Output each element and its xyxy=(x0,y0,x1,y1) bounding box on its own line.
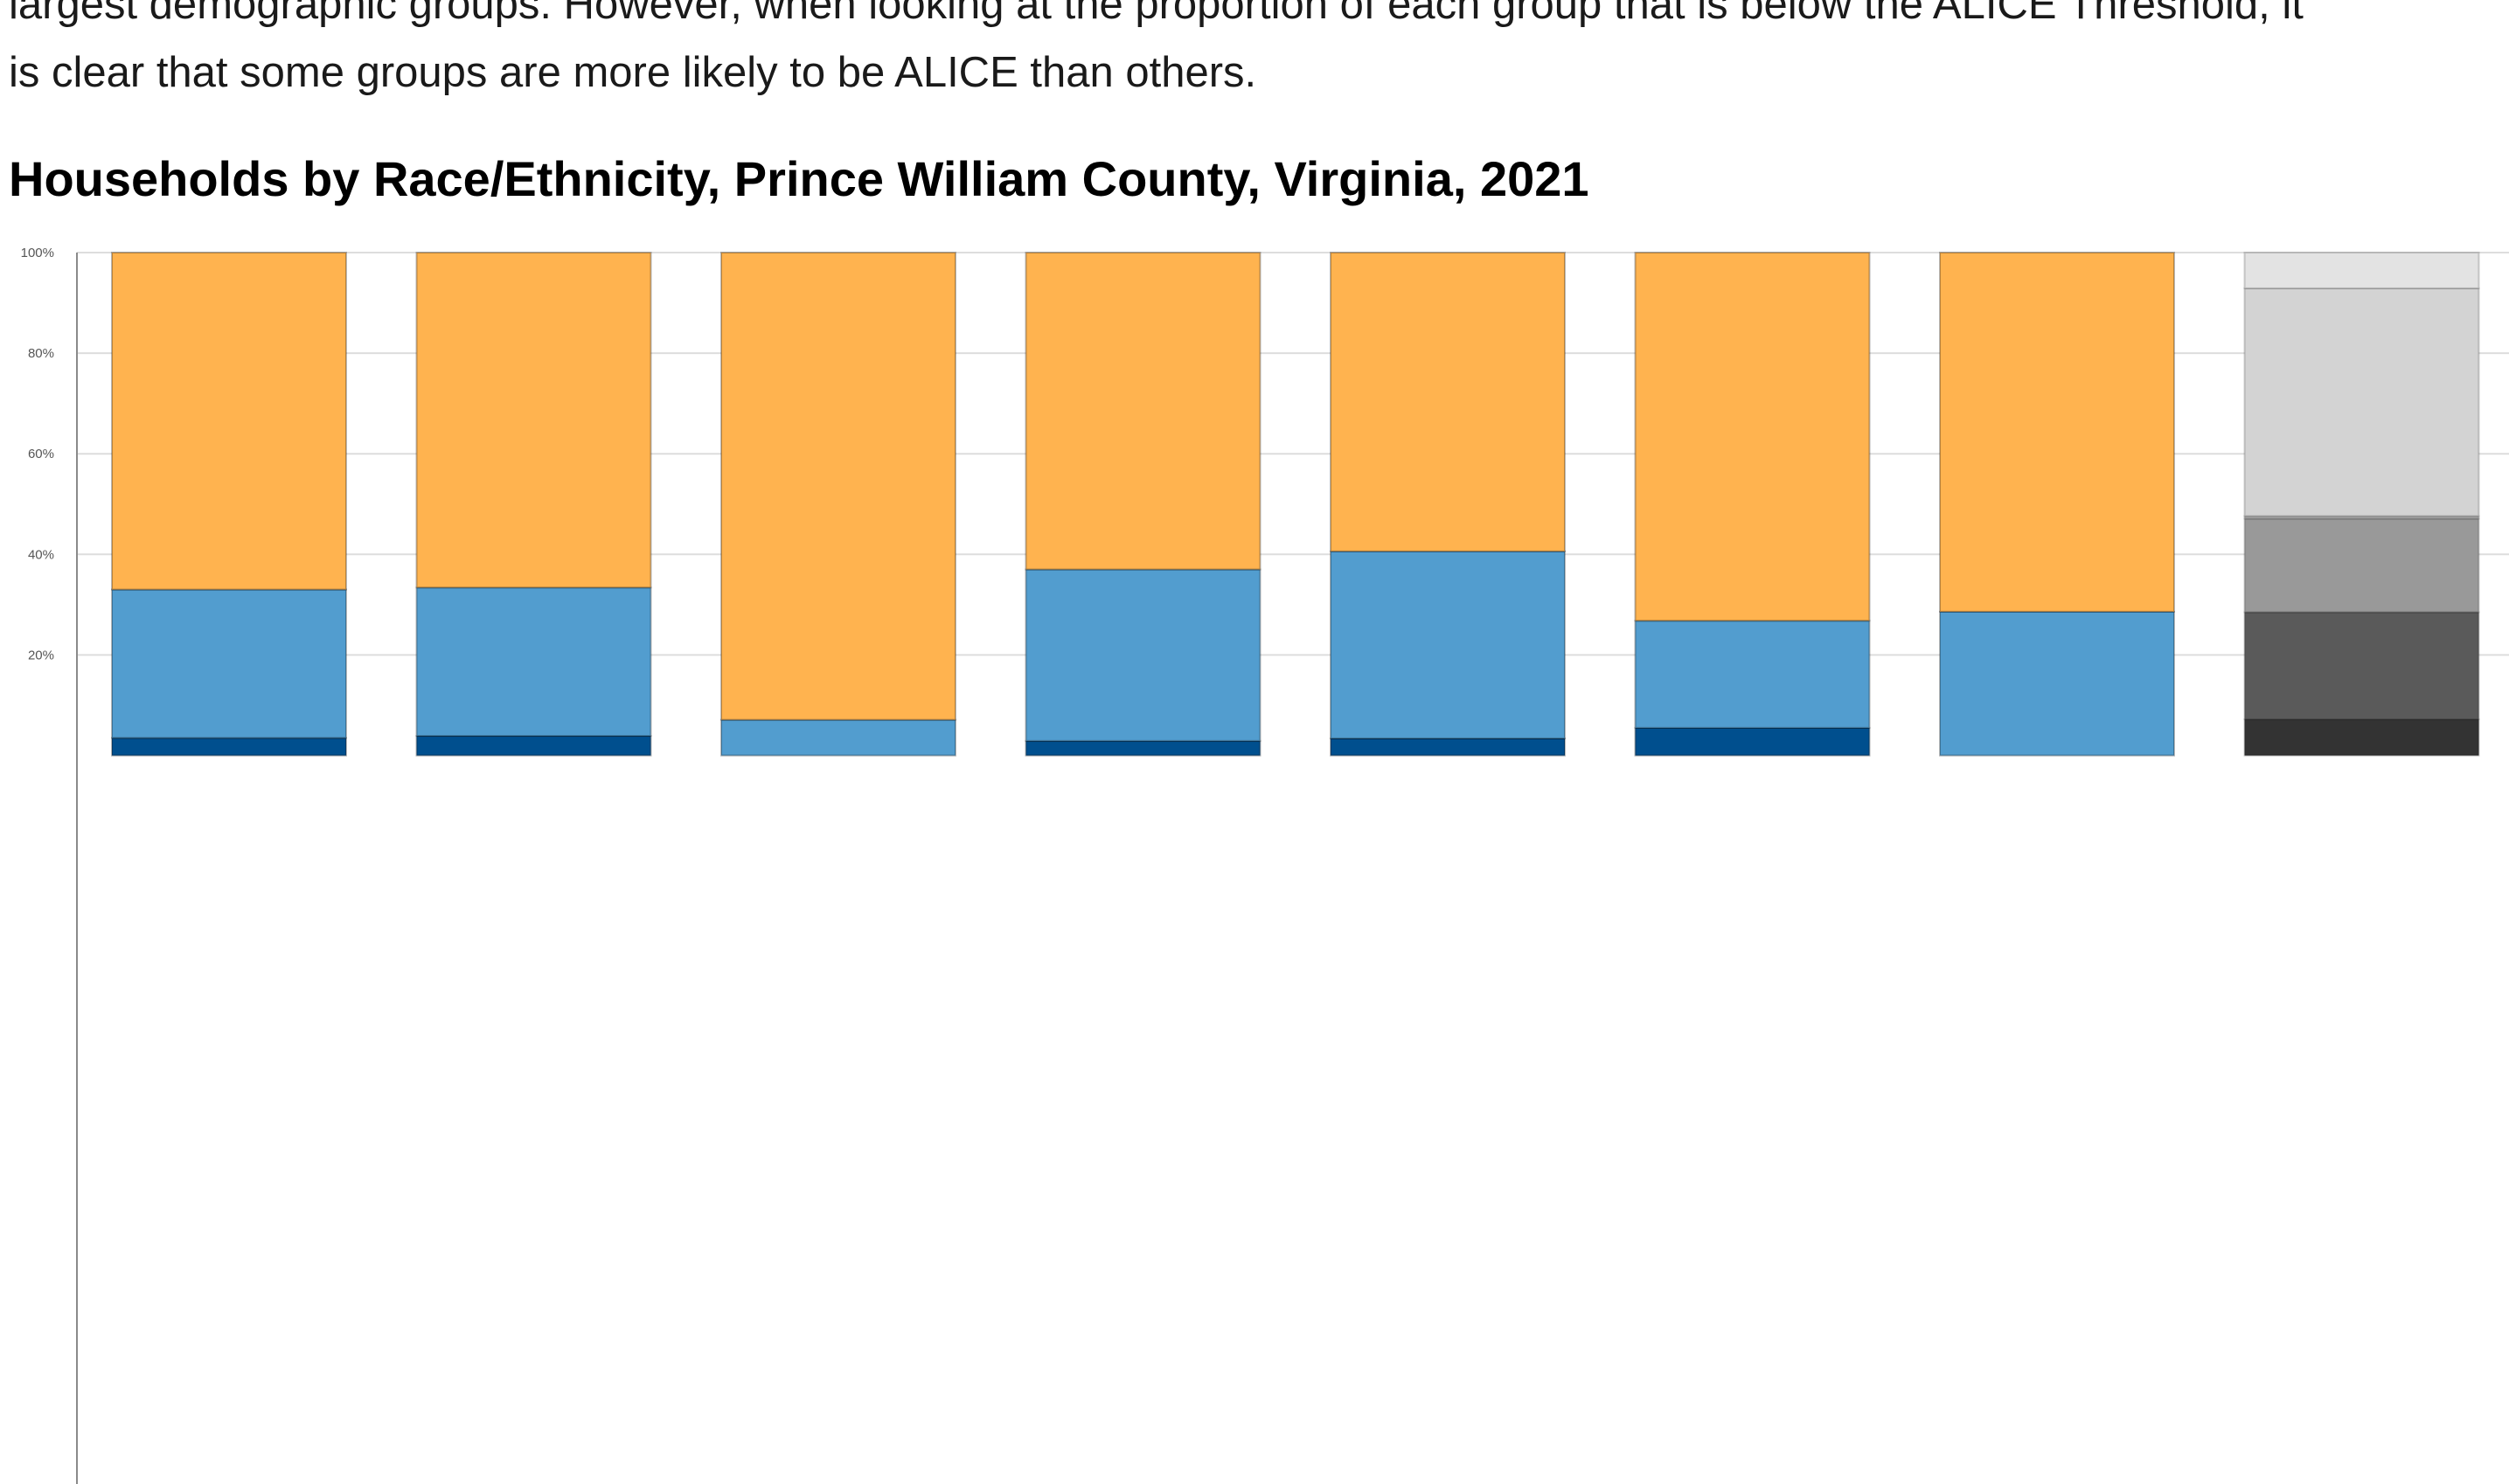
total-bar-segment xyxy=(2243,287,2480,517)
y-tick-label: 100% xyxy=(21,246,54,260)
bar-segment-poverty xyxy=(1330,737,1566,757)
bar-segment-poverty xyxy=(111,737,347,757)
intro-line-2: is clear that some groups are more likel… xyxy=(9,49,1257,96)
bar-segment-above-alice xyxy=(1330,252,1566,552)
intro-paragraph: largest demographic groups. However, whe… xyxy=(9,0,2500,107)
bar-segment-alice xyxy=(111,588,347,739)
y-tick-label: 80% xyxy=(28,346,54,361)
total-bar-segment xyxy=(2243,611,2480,721)
bar-segment-above-alice xyxy=(1939,252,2175,613)
bar-segment-above-alice xyxy=(111,252,347,591)
y-tick-label: 40% xyxy=(28,547,54,562)
total-bar-segment xyxy=(2243,718,2480,757)
bar-segment-above-alice xyxy=(720,252,956,721)
bar-segment-above-alice xyxy=(415,252,652,589)
total-bar-segment xyxy=(2243,252,2480,289)
bar-segment-alice xyxy=(415,586,652,738)
bar-segment-alice xyxy=(1330,550,1566,739)
chart-title: Households by Race/Ethnicity, Prince Wil… xyxy=(9,151,1589,206)
bar-segment-poverty xyxy=(1634,726,1871,757)
bar-segment-alice xyxy=(1939,610,2175,757)
bar-segment-alice xyxy=(1025,568,1261,742)
y-tick-label: 60% xyxy=(28,447,54,461)
bar-segment-above-alice xyxy=(1634,252,1871,622)
intro-line-1: largest demographic groups. However, whe… xyxy=(9,0,2304,28)
bar-segment-poverty xyxy=(415,735,652,757)
bar-segment-alice xyxy=(720,718,956,757)
y-tick-label: 20% xyxy=(28,648,54,662)
bar-segment-above-alice xyxy=(1025,252,1261,571)
bar-segment-poverty xyxy=(1025,739,1261,757)
bar-segment-alice xyxy=(1634,620,1871,729)
total-bar-segment xyxy=(2243,517,2480,614)
